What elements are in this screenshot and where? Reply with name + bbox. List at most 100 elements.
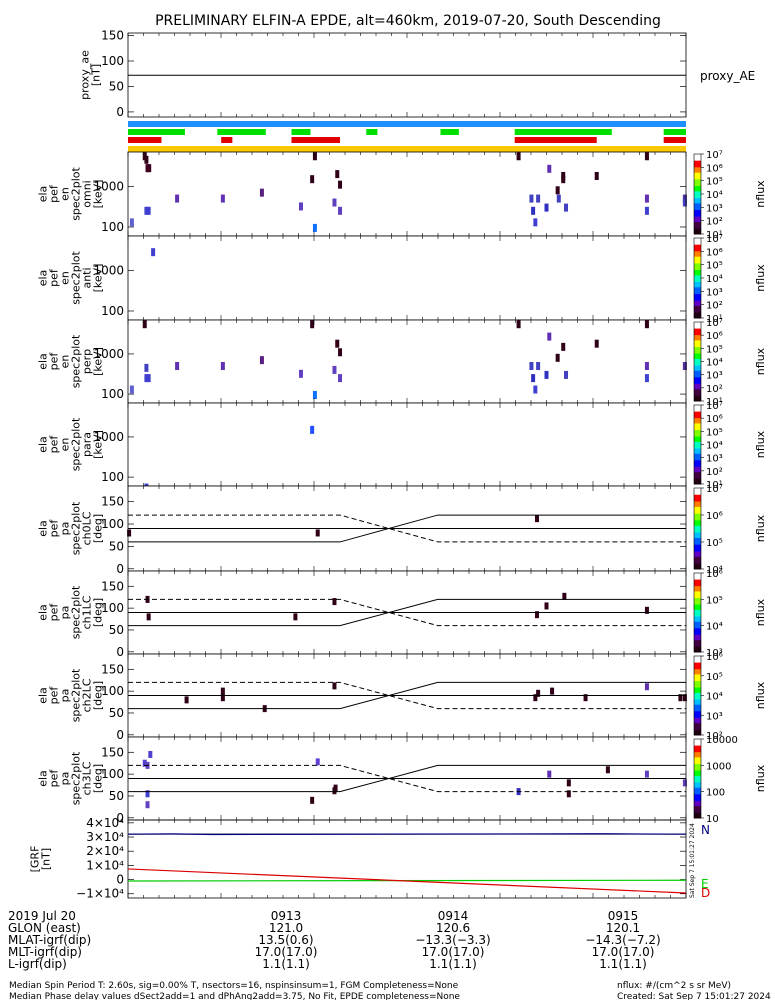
- panel-omni-colorbar-swatch: [694, 163, 701, 166]
- panel-perp-colorbar-swatch: [694, 382, 701, 385]
- panel-ch3lc-cell: [566, 779, 571, 787]
- panel-anti-background: [128, 236, 686, 320]
- panel-ch1lc-colorbar-swatch: [694, 642, 701, 645]
- panel-ch2lc-ylabel-line: pef: [48, 686, 61, 705]
- panel-omni-colorbar-swatch: [694, 208, 701, 211]
- panel-ch3lc-colorbar-swatch: [694, 802, 701, 805]
- panel-perp-cell: [544, 370, 549, 379]
- panel-ch2lc-cell: [220, 687, 225, 695]
- panel-para-colorbar-swatch: [694, 453, 701, 456]
- panel-perp-ylabel-line: perp: [81, 349, 94, 374]
- panel-ch2lc-colorbar-swatch: [694, 694, 701, 696]
- panel-ch3lc-tick-label: 50: [109, 789, 124, 803]
- panel-ch1lc-colorbar-swatch: [694, 598, 701, 600]
- panel-omni-colorbar-swatch: [694, 159, 701, 162]
- proxy-ae-tick-label: 150: [101, 29, 124, 43]
- panel-anti-tick-label: 100: [101, 304, 124, 318]
- panel-para-tick-label: 1000: [93, 430, 124, 444]
- panel-ch2lc-colorbar-swatch: [694, 732, 701, 735]
- panel-perp-colorbar-swatch: [694, 331, 701, 334]
- panel-ch1lc-colorbar-swatch: [694, 608, 701, 611]
- panel-ch3lc-ylabel-line: spec2plot: [70, 751, 83, 805]
- panel-ch0lc-colorbar-swatch: [694, 529, 701, 532]
- panel-perp-cell: [644, 362, 649, 371]
- panel-ch2lc-colorbar-swatch: [694, 688, 701, 691]
- panel-para-colorbar-swatch: [694, 405, 701, 407]
- panel-ch3lc-colorbar-swatch: [694, 754, 701, 757]
- panel-ch0lc-colorbar-swatch: [694, 528, 701, 531]
- ephem-value: 13.5(0.6): [258, 933, 313, 947]
- panel-ch3lc-ylabel-line: pa: [59, 772, 72, 786]
- grf-tick-label: −1×10⁴: [76, 887, 124, 901]
- panel-ch3lc-colorbar-swatch: [694, 760, 701, 762]
- panel-ch2lc-cell: [220, 694, 225, 702]
- panel-ch3lc-colorbar-swatch: [694, 753, 701, 756]
- panel-ch2lc-tick-label: 50: [109, 706, 124, 720]
- panel-omni-colorbar-swatch: [694, 194, 701, 196]
- panel-ch3lc-colorbar-tick-label: 1000: [706, 761, 731, 772]
- panel-ch1lc-colorbar-swatch: [694, 586, 701, 588]
- panel-ch1lc-ylabel-line: spec2plot: [70, 585, 83, 639]
- panel-omni-colorbar-swatch: [694, 232, 701, 235]
- panel-ch3lc-colorbar-frame: [693, 738, 702, 819]
- panel-omni-cell: [338, 180, 343, 189]
- panel-ch1lc-tick-label: 100: [101, 601, 124, 615]
- panel-omni-colorbar-swatch: [694, 195, 701, 198]
- panel-ch1lc-colorbar-swatch: [694, 615, 701, 617]
- status-bar-red_bar: [514, 137, 597, 143]
- panel-para-colorbar-swatch: [694, 437, 701, 440]
- panel-ch1lc-colorbar-swatch: [694, 646, 701, 649]
- panel-ch1lc-colorbar-swatch: [694, 625, 701, 628]
- panel-ch2lc-cell: [550, 687, 555, 695]
- panel-ch2lc-colorbar-swatch: [694, 681, 701, 683]
- panel-omni-colorbar-swatch: [694, 170, 701, 172]
- panel-ch3lc-colorbar-swatch: [694, 745, 701, 748]
- panel-ch0lc-tick-label: 0: [116, 562, 124, 576]
- panel-omni-cell: [516, 152, 521, 161]
- footer-right-1: nflux: #/(cm^2 s sr MeV): [617, 981, 731, 991]
- panel-ch2lc-colorbar-swatch: [694, 712, 701, 715]
- panel-anti-colorbar-swatch: [694, 296, 701, 299]
- panel-omni-background: [128, 152, 686, 236]
- panel-anti-colorbar-tick-label: 10⁶: [706, 247, 723, 258]
- panel-ch0lc-colorbar-swatch: [694, 548, 701, 551]
- ephem-value: 0913: [271, 909, 302, 923]
- panel-perp-colorbar-swatch: [694, 340, 701, 343]
- panel-ch2lc-colorbar-swatch: [694, 696, 701, 699]
- panel-ch1lc-colorbar-swatch: [694, 604, 701, 607]
- panel-ch2lc-colorbar-swatch: [694, 665, 701, 668]
- panel-ch1lc-colorbar-swatch: [694, 579, 701, 582]
- panel-ch0lc-colorbar-swatch: [694, 532, 701, 535]
- panel-ch3lc-colorbar-swatch: [694, 767, 701, 770]
- grf-ylabel-line: [GRF: [29, 846, 42, 873]
- status-bar-green_bar: [128, 129, 185, 135]
- panel-para-colorbar-swatch: [694, 406, 701, 409]
- status-bar-green_bar: [514, 129, 612, 135]
- panel-perp-tick-label: 1000: [93, 347, 124, 361]
- grf-legend-n: N: [701, 823, 710, 837]
- panel-ch1lc-colorbar-swatch: [694, 621, 701, 624]
- panel-omni-ylabel-line: omni: [81, 180, 94, 207]
- panel-ch3lc-colorbar-swatch: [694, 773, 701, 776]
- panel-ch0lc-colorbar-swatch: [694, 523, 701, 525]
- panel-ch3lc-colorbar-swatch: [694, 771, 701, 774]
- panel-ch0lc-colorbar-swatch: [694, 566, 701, 569]
- panel-para-colorbar-swatch: [694, 418, 701, 420]
- panel-ch0lc-colorbar-swatch: [694, 505, 701, 508]
- panel-anti-colorbar-tick-label: 10¹: [706, 314, 723, 325]
- panel-ch0lc-colorbar-tick-label: 10⁵: [706, 538, 723, 549]
- panel-ch1lc-ylabel-line: pef: [48, 603, 61, 622]
- grf-tick-label: 3×10⁴: [86, 830, 124, 844]
- panel-para-colorbar-swatch: [694, 481, 701, 484]
- timestamp-vertical: Sat Sep 7 15:01:27 2024: [689, 823, 696, 898]
- panel-ch1lc-colorbar-swatch: [694, 587, 701, 590]
- panel-anti-colorbar-swatch: [694, 260, 701, 263]
- panel-ch1lc-colorbar-swatch: [694, 588, 701, 591]
- panel-anti-colorbar-swatch: [694, 238, 701, 240]
- panel-perp-colorbar-tick-label: 10⁶: [706, 331, 723, 342]
- panel-omni-colorbar-swatch: [694, 172, 701, 175]
- panel-perp-colorbar-swatch: [694, 368, 701, 370]
- panel-perp-cell: [298, 369, 303, 378]
